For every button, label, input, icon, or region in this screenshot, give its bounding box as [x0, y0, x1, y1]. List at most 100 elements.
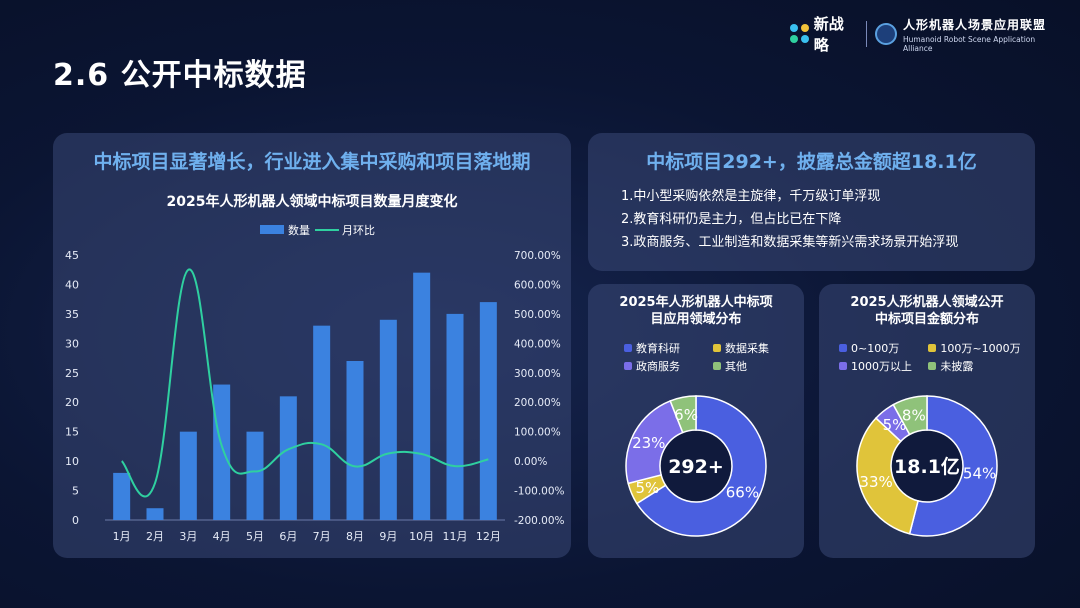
legend-label: 政商服务: [636, 360, 680, 373]
slice-value-label: 8%: [902, 407, 926, 425]
legend-bar-swatch: [260, 225, 284, 234]
x-tick-label: 3月: [179, 530, 197, 543]
donut-center: [661, 431, 731, 501]
y-left-tick-label: 45: [65, 249, 79, 262]
monthly-chart-panel: 中标项目显著增长，行业进入集中采购和项目落地期 2025年人形机器人领域中标项目…: [53, 133, 571, 558]
legend-item: 1000万以上: [839, 358, 920, 374]
mom-line: [120, 268, 489, 498]
x-tick-label: 6月: [279, 530, 297, 543]
bar: [379, 319, 397, 520]
y-left-tick-label: 40: [65, 278, 79, 291]
brand-name: 新战略: [813, 15, 844, 54]
slice-value-label: 6%: [674, 406, 698, 424]
summary-bullets: 1.中小型采购依然是主旋律，千万级订单浮现 2.教育科研仍是主力，但占比已在下降…: [621, 185, 958, 254]
donut-slice: [669, 395, 697, 434]
alliance-emblem-icon: [875, 23, 897, 45]
donut-slice: [892, 395, 928, 436]
bar: [213, 384, 231, 520]
y-left-tick-label: 20: [65, 396, 79, 409]
legend-label: 未披露: [940, 360, 974, 373]
slice-value-label: 23%: [632, 434, 665, 452]
y-right-tick-label: -100.00%: [514, 486, 565, 498]
donut-slice: [856, 417, 919, 535]
slice-value-label: 5%: [883, 416, 907, 434]
left-panel-heading: 中标项目显著增长，行业进入集中采购和项目落地期: [93, 151, 531, 173]
legend-label: 其他: [725, 360, 747, 373]
donut-center-label: 292+: [668, 456, 724, 478]
logo-divider: [866, 21, 868, 47]
y-left-tick-label: 35: [65, 308, 79, 321]
alliance-name-en: Humanoid Robot Scene Application Allianc…: [902, 34, 1036, 53]
application-pie-panel: 2025年人形机器人中标项 目应用领域分布 教育科研 数据采集 政商服务 其他 …: [588, 284, 804, 558]
x-tick-label: 5月: [246, 530, 264, 543]
y-left-tick-label: 25: [65, 367, 79, 380]
slice-value-label: 5%: [635, 479, 659, 497]
pie2-title-line: 2025人形机器人领域公开: [850, 295, 1004, 310]
bar: [279, 396, 297, 520]
x-tick-label: 1月: [113, 530, 131, 543]
bar: [179, 431, 197, 520]
pie1-title-line: 2025年人形机器人中标项: [619, 295, 773, 310]
y-right-tick-label: -200.00%: [514, 515, 565, 527]
y-right-tick-label: 100.00%: [514, 427, 561, 439]
legend-label: 0~100万: [851, 342, 900, 355]
bar-chart-title: 2025年人形机器人领域中标项目数量月度变化: [166, 194, 458, 210]
page-title: 2.6 公开中标数据: [53, 58, 307, 93]
donut-slice: [908, 395, 998, 537]
bar: [246, 431, 264, 520]
legend-item: 教育科研: [624, 340, 705, 356]
pie1-legend: 教育科研 数据采集 政商服务 其他: [624, 340, 794, 374]
x-tick-label: 9月: [379, 530, 397, 543]
summary-bullet: 1.中小型采购依然是主旋律，千万级订单浮现: [621, 189, 881, 204]
y-left-tick-label: 0: [72, 514, 79, 527]
brand-logo-icon: [790, 24, 810, 44]
x-tick-label: 2月: [146, 530, 164, 543]
x-tick-label: 12月: [476, 530, 501, 543]
y-right-tick-label: 400.00%: [514, 338, 561, 350]
bar: [146, 508, 164, 520]
legend-item: 其他: [713, 358, 794, 374]
y-right-tick-label: 200.00%: [514, 397, 561, 409]
pie1-title-line: 目应用领域分布: [650, 312, 742, 327]
x-tick-label: 4月: [213, 530, 231, 543]
legend-item: 0~100万: [839, 340, 920, 356]
donut-center-label: 18.1亿: [894, 455, 960, 478]
pie1-title: 2025年人形机器人中标项 目应用领域分布: [588, 294, 804, 328]
bar: [113, 472, 131, 520]
pie2-title: 2025人形机器人领域公开 中标项目金额分布: [819, 294, 1035, 328]
y-left-tick-label: 10: [65, 455, 79, 468]
x-tick-label: 8月: [346, 530, 364, 543]
summary-heading: 中标项目292+，披露总金额超18.1亿: [646, 151, 977, 173]
y-right-tick-label: 300.00%: [514, 368, 561, 380]
summary-bullet: 3.政商服务、工业制造和数据采集等新兴需求场景开始浮现: [621, 235, 959, 250]
slice-value-label: 66%: [726, 484, 759, 502]
y-left-tick-label: 15: [65, 426, 79, 439]
bar: [479, 302, 497, 520]
legend-label: 1000万以上: [851, 360, 912, 373]
x-tick-label: 7月: [313, 530, 331, 543]
slice-value-label: 54%: [963, 465, 996, 483]
bar: [413, 272, 431, 520]
y-left-tick-label: 30: [65, 337, 79, 350]
y-right-tick-label: 700.00%: [514, 250, 561, 262]
bar: [346, 361, 364, 520]
y-right-tick-label: 600.00%: [514, 279, 561, 291]
legend-label: 教育科研: [636, 342, 680, 355]
monthly-bar-line-chart: 数量 月环比 0 5 10 15 20 25 30 35 40 45 -200.00% -100.00% 0…: [65, 224, 565, 543]
legend-label-count: 数量: [288, 224, 310, 237]
y-left-tick-label: 5: [72, 485, 79, 498]
legend-label: 数据采集: [725, 342, 769, 355]
x-tick-label: 11月: [443, 530, 468, 543]
pie2-legend: 0~100万 100万~1000万 1000万以上 未披露: [839, 340, 1029, 374]
slice-value-label: 33%: [859, 473, 892, 491]
legend-item: 政商服务: [624, 358, 705, 374]
application-donut-chart: 66% 5% 23% 6% 292+: [625, 395, 767, 537]
amount-pie-panel: 2025人形机器人领域公开 中标项目金额分布 0~100万 100万~1000万…: [819, 284, 1035, 558]
bar: [446, 313, 464, 520]
donut-center: [892, 431, 962, 501]
x-tick-label: 10月: [409, 530, 434, 543]
legend-label: 100万~1000万: [940, 342, 1021, 355]
legend-label-mom: 月环比: [342, 224, 375, 237]
summary-panel: 中标项目292+，披露总金额超18.1亿 1.中小型采购依然是主旋律，千万级订单…: [588, 133, 1035, 271]
legend-item: 100万~1000万: [928, 340, 1029, 356]
